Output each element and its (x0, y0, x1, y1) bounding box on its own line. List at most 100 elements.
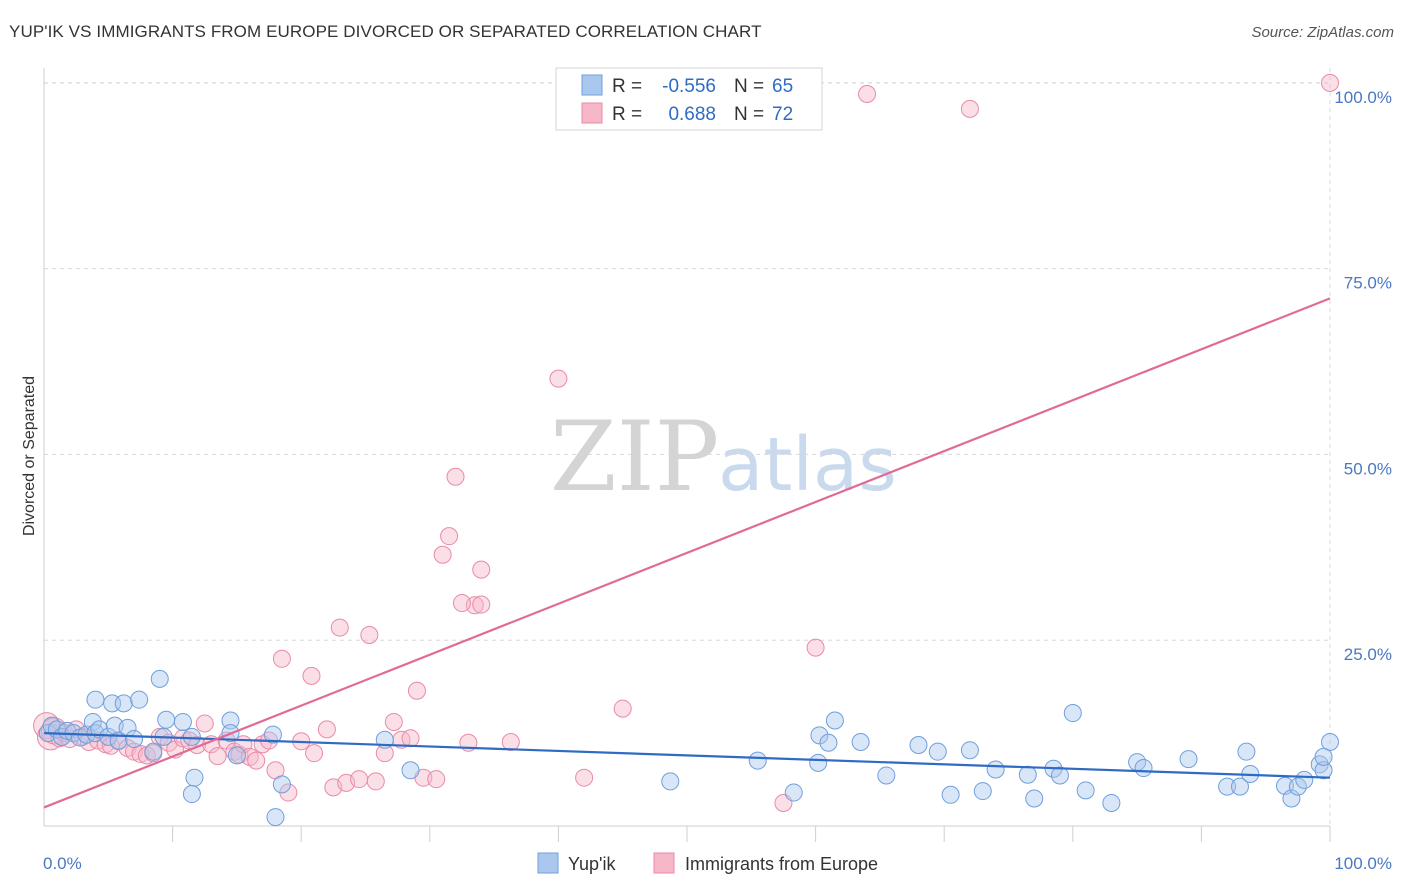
legend-swatch-immigrants (581, 102, 603, 124)
blue-point-66 (1282, 789, 1301, 808)
blue-point-40 (810, 726, 829, 745)
series-yupik (38, 669, 1339, 827)
pink-point-69 (960, 99, 979, 118)
blue-point-43 (851, 733, 870, 752)
legend-r-value-immigrants: 0.688 (668, 104, 716, 125)
pink-point-55 (433, 545, 452, 564)
legend-box: R = -0.556 N = 65 R = 0.688 N = 72 (555, 67, 823, 131)
blue-point-19 (130, 690, 149, 709)
pink-point-67 (806, 638, 825, 657)
chart-title: YUP'IK VS IMMIGRANTS FROM EUROPE DIVORCE… (9, 22, 762, 41)
pink-point-54 (427, 770, 446, 789)
pink-point-49 (384, 712, 403, 731)
blue-point-39 (809, 753, 828, 772)
blue-point-62 (1230, 777, 1249, 796)
pink-point-41 (317, 720, 336, 739)
blue-point-28 (221, 711, 240, 730)
blue-point-24 (182, 727, 201, 746)
x-tick-label-min: 0.0% (43, 854, 82, 873)
blue-point-10 (90, 720, 109, 739)
blue-point-41 (819, 733, 838, 752)
pink-point-71 (452, 594, 471, 613)
pink-point-62 (501, 733, 520, 752)
blue-point-26 (185, 768, 204, 787)
pink-point-64 (575, 768, 594, 787)
pink-point-40 (305, 744, 324, 763)
legend-r-label-immigrants: R = (612, 104, 642, 125)
pink-point-63 (549, 369, 568, 388)
bottom-legend-label-immigrants: Immigrants from Europe (685, 854, 878, 874)
axes (43, 68, 1330, 827)
blue-point-32 (272, 775, 291, 794)
pink-point-57 (446, 467, 465, 486)
blue-point-52 (1025, 789, 1044, 808)
blue-point-20 (150, 669, 169, 688)
blue-point-25 (144, 742, 163, 761)
legend-r-label-yupik: R = (612, 76, 642, 97)
pink-point-65 (613, 699, 632, 718)
pink-point-60 (472, 560, 491, 579)
pink-point-32 (247, 751, 266, 770)
pink-point-39 (302, 666, 321, 685)
trend-lines (43, 297, 1331, 809)
source-credit: Source: ZipAtlas.com (1251, 24, 1394, 41)
legend-n-label-immigrants: N = (734, 104, 764, 125)
bottom-legend-swatch-yupik (537, 852, 559, 874)
blue-point-50 (986, 760, 1005, 779)
bottom-legend-swatch-immigrants (653, 852, 675, 874)
legend-n-value-yupik: 65 (772, 76, 793, 97)
y-tick-label-0: 25.0% (1344, 645, 1392, 664)
blue-point-48 (960, 741, 979, 760)
blue-point-45 (909, 735, 928, 754)
blue-point-67 (1288, 777, 1307, 796)
y-tick-label-1: 50.0% (1344, 459, 1392, 478)
pink-point-52 (407, 681, 426, 700)
pink-point-43 (330, 618, 349, 637)
blue-point-46 (928, 742, 947, 761)
bottom-legend-label-yupik: Yup'ik (568, 854, 616, 874)
blue-point-51 (1018, 765, 1037, 784)
legend-r-value-yupik: -0.556 (662, 76, 716, 97)
blue-point-54 (1050, 766, 1069, 785)
blue-point-57 (1102, 793, 1121, 812)
y-axis-label: Divorced or Separated (21, 376, 38, 536)
blue-point-23 (173, 712, 192, 731)
y-tick-label-3: 100.0% (1334, 88, 1392, 107)
blue-point-61 (1218, 777, 1237, 796)
blue-point-35 (401, 761, 420, 780)
pink-point-61 (472, 595, 491, 614)
blue-point-33 (266, 808, 285, 827)
y-tick-labels: 25.0% 50.0% 75.0% 100.0% (1334, 88, 1392, 664)
blue-point-16 (86, 690, 105, 709)
legend-n-value-immigrants: 72 (772, 104, 793, 125)
blue-point-59 (1134, 759, 1153, 778)
watermark-zip: ZIP (550, 401, 719, 513)
blue-point-60 (1179, 750, 1198, 769)
blue-point-8 (83, 712, 102, 731)
blue-point-49 (973, 782, 992, 801)
blue-point-15 (125, 730, 144, 749)
blue-point-21 (157, 710, 176, 729)
pink-point-51 (401, 729, 420, 748)
pink-point-36 (272, 649, 291, 668)
x-tick-label-max: 100.0% (1334, 854, 1392, 873)
watermark-atlas: atlas (718, 422, 897, 508)
blue-point-72 (1314, 747, 1333, 766)
pink-point-68 (858, 85, 877, 104)
blue-point-44 (877, 766, 896, 785)
pink-point-24 (195, 714, 214, 733)
blue-point-56 (1076, 781, 1095, 800)
bottom-legend: Yup'ik Immigrants from Europe (537, 852, 878, 874)
blue-point-38 (784, 783, 803, 802)
blue-point-70 (1314, 761, 1333, 780)
pink-point-45 (350, 770, 369, 789)
trend-line-immigrants (43, 297, 1331, 809)
blue-point-55 (1063, 704, 1082, 723)
blue-point-27 (182, 785, 201, 804)
blue-point-47 (941, 785, 960, 804)
blue-point-42 (825, 711, 844, 730)
legend-swatch-yupik (581, 74, 603, 96)
pink-point-56 (440, 527, 459, 546)
blue-point-30 (227, 746, 246, 765)
